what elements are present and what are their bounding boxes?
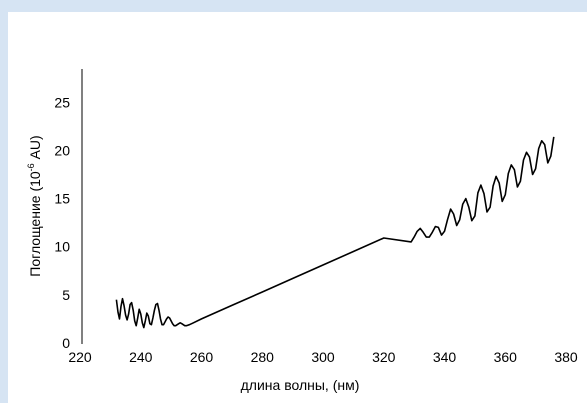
chart-panel: 0 5 10 15 20 25 220 240 260 280 300 320 340 360 380 д…	[8, 12, 587, 403]
y-tick-label-20: 20	[54, 142, 70, 158]
absorption-line-chart: 0 5 10 15 20 25 220 240 260 280 300 320 340 360 380 д…	[26, 69, 578, 393]
y-tick-label-15: 15	[54, 191, 70, 207]
absorption-series-line	[115, 136, 555, 329]
x-tick-label-280: 280	[251, 349, 275, 365]
y-axis-title-suffix: AU)	[27, 135, 43, 163]
y-axis-title: Поглощение (10-6 AU)	[26, 135, 43, 276]
y-axis-title-prefix: Поглощение (10	[27, 171, 43, 277]
x-tick-label-240: 240	[129, 349, 153, 365]
x-tick-label-340: 340	[433, 349, 457, 365]
y-tick-label-10: 10	[54, 239, 70, 255]
x-tick-label-380: 380	[554, 349, 578, 365]
y-tick-label-25: 25	[54, 94, 70, 110]
y-axis-title-exponent: -6	[26, 163, 36, 171]
x-axis-title: длина волны, (нм)	[241, 377, 360, 393]
y-tick-label-0: 0	[62, 335, 70, 351]
x-tick-label-300: 300	[311, 349, 335, 365]
x-tick-label-360: 360	[494, 349, 518, 365]
x-tick-label-320: 320	[372, 349, 396, 365]
x-tick-label-220: 220	[68, 349, 92, 365]
y-tick-label-5: 5	[62, 287, 70, 303]
x-tick-label-260: 260	[190, 349, 214, 365]
